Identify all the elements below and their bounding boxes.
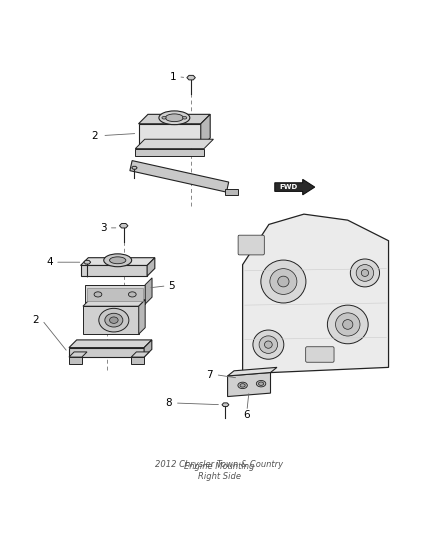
Polygon shape bbox=[135, 139, 213, 149]
Ellipse shape bbox=[99, 309, 129, 332]
Ellipse shape bbox=[361, 270, 369, 277]
Text: 5: 5 bbox=[169, 281, 175, 291]
Polygon shape bbox=[69, 357, 82, 364]
Polygon shape bbox=[228, 367, 277, 376]
Text: FWD: FWD bbox=[280, 184, 298, 190]
Polygon shape bbox=[132, 166, 137, 169]
Text: 2: 2 bbox=[91, 131, 98, 141]
Text: 8: 8 bbox=[166, 398, 172, 408]
Polygon shape bbox=[131, 357, 144, 364]
Polygon shape bbox=[85, 285, 145, 304]
Polygon shape bbox=[147, 257, 155, 276]
Ellipse shape bbox=[166, 114, 184, 122]
Text: 2: 2 bbox=[32, 315, 39, 325]
Ellipse shape bbox=[110, 317, 118, 324]
Polygon shape bbox=[187, 75, 195, 80]
Polygon shape bbox=[145, 278, 152, 304]
Ellipse shape bbox=[256, 381, 266, 387]
Text: 2012 Chrysler Town & Country: 2012 Chrysler Town & Country bbox=[155, 461, 283, 470]
Ellipse shape bbox=[258, 382, 264, 385]
Polygon shape bbox=[130, 160, 229, 192]
Ellipse shape bbox=[162, 117, 166, 119]
Polygon shape bbox=[83, 300, 145, 306]
Ellipse shape bbox=[94, 292, 102, 297]
Text: Engine Mounting
Right Side: Engine Mounting Right Side bbox=[184, 462, 254, 481]
Polygon shape bbox=[201, 115, 210, 148]
Ellipse shape bbox=[278, 276, 289, 287]
Polygon shape bbox=[138, 115, 210, 124]
Text: 4: 4 bbox=[46, 257, 53, 267]
Ellipse shape bbox=[104, 254, 132, 266]
Text: 6: 6 bbox=[244, 409, 250, 419]
Text: 3: 3 bbox=[100, 223, 106, 233]
Ellipse shape bbox=[356, 264, 374, 281]
Ellipse shape bbox=[327, 305, 368, 344]
Ellipse shape bbox=[259, 336, 278, 353]
Ellipse shape bbox=[336, 313, 360, 336]
Polygon shape bbox=[243, 214, 389, 374]
Ellipse shape bbox=[110, 257, 126, 264]
Polygon shape bbox=[120, 223, 128, 228]
Ellipse shape bbox=[270, 269, 297, 294]
Ellipse shape bbox=[350, 259, 380, 287]
Polygon shape bbox=[228, 373, 271, 397]
Polygon shape bbox=[81, 257, 155, 265]
Polygon shape bbox=[139, 300, 145, 334]
Ellipse shape bbox=[261, 260, 306, 303]
FancyBboxPatch shape bbox=[238, 235, 264, 255]
Ellipse shape bbox=[183, 117, 187, 119]
Ellipse shape bbox=[343, 320, 353, 329]
Ellipse shape bbox=[240, 384, 245, 387]
Ellipse shape bbox=[253, 330, 284, 359]
Polygon shape bbox=[84, 260, 91, 264]
Polygon shape bbox=[135, 149, 204, 156]
Polygon shape bbox=[87, 288, 143, 301]
Polygon shape bbox=[81, 265, 147, 276]
Polygon shape bbox=[69, 348, 144, 357]
Polygon shape bbox=[138, 124, 201, 148]
Polygon shape bbox=[144, 340, 152, 357]
Ellipse shape bbox=[265, 341, 272, 348]
Polygon shape bbox=[83, 306, 139, 334]
Ellipse shape bbox=[159, 111, 190, 125]
Polygon shape bbox=[131, 352, 149, 357]
Polygon shape bbox=[69, 340, 152, 348]
FancyBboxPatch shape bbox=[306, 347, 334, 362]
Ellipse shape bbox=[128, 292, 136, 297]
Polygon shape bbox=[275, 180, 315, 195]
Ellipse shape bbox=[238, 382, 247, 389]
Text: 1: 1 bbox=[170, 72, 176, 82]
Text: 7: 7 bbox=[206, 370, 213, 379]
Ellipse shape bbox=[105, 313, 123, 327]
Polygon shape bbox=[226, 189, 238, 195]
Polygon shape bbox=[222, 403, 229, 407]
Polygon shape bbox=[69, 352, 87, 357]
